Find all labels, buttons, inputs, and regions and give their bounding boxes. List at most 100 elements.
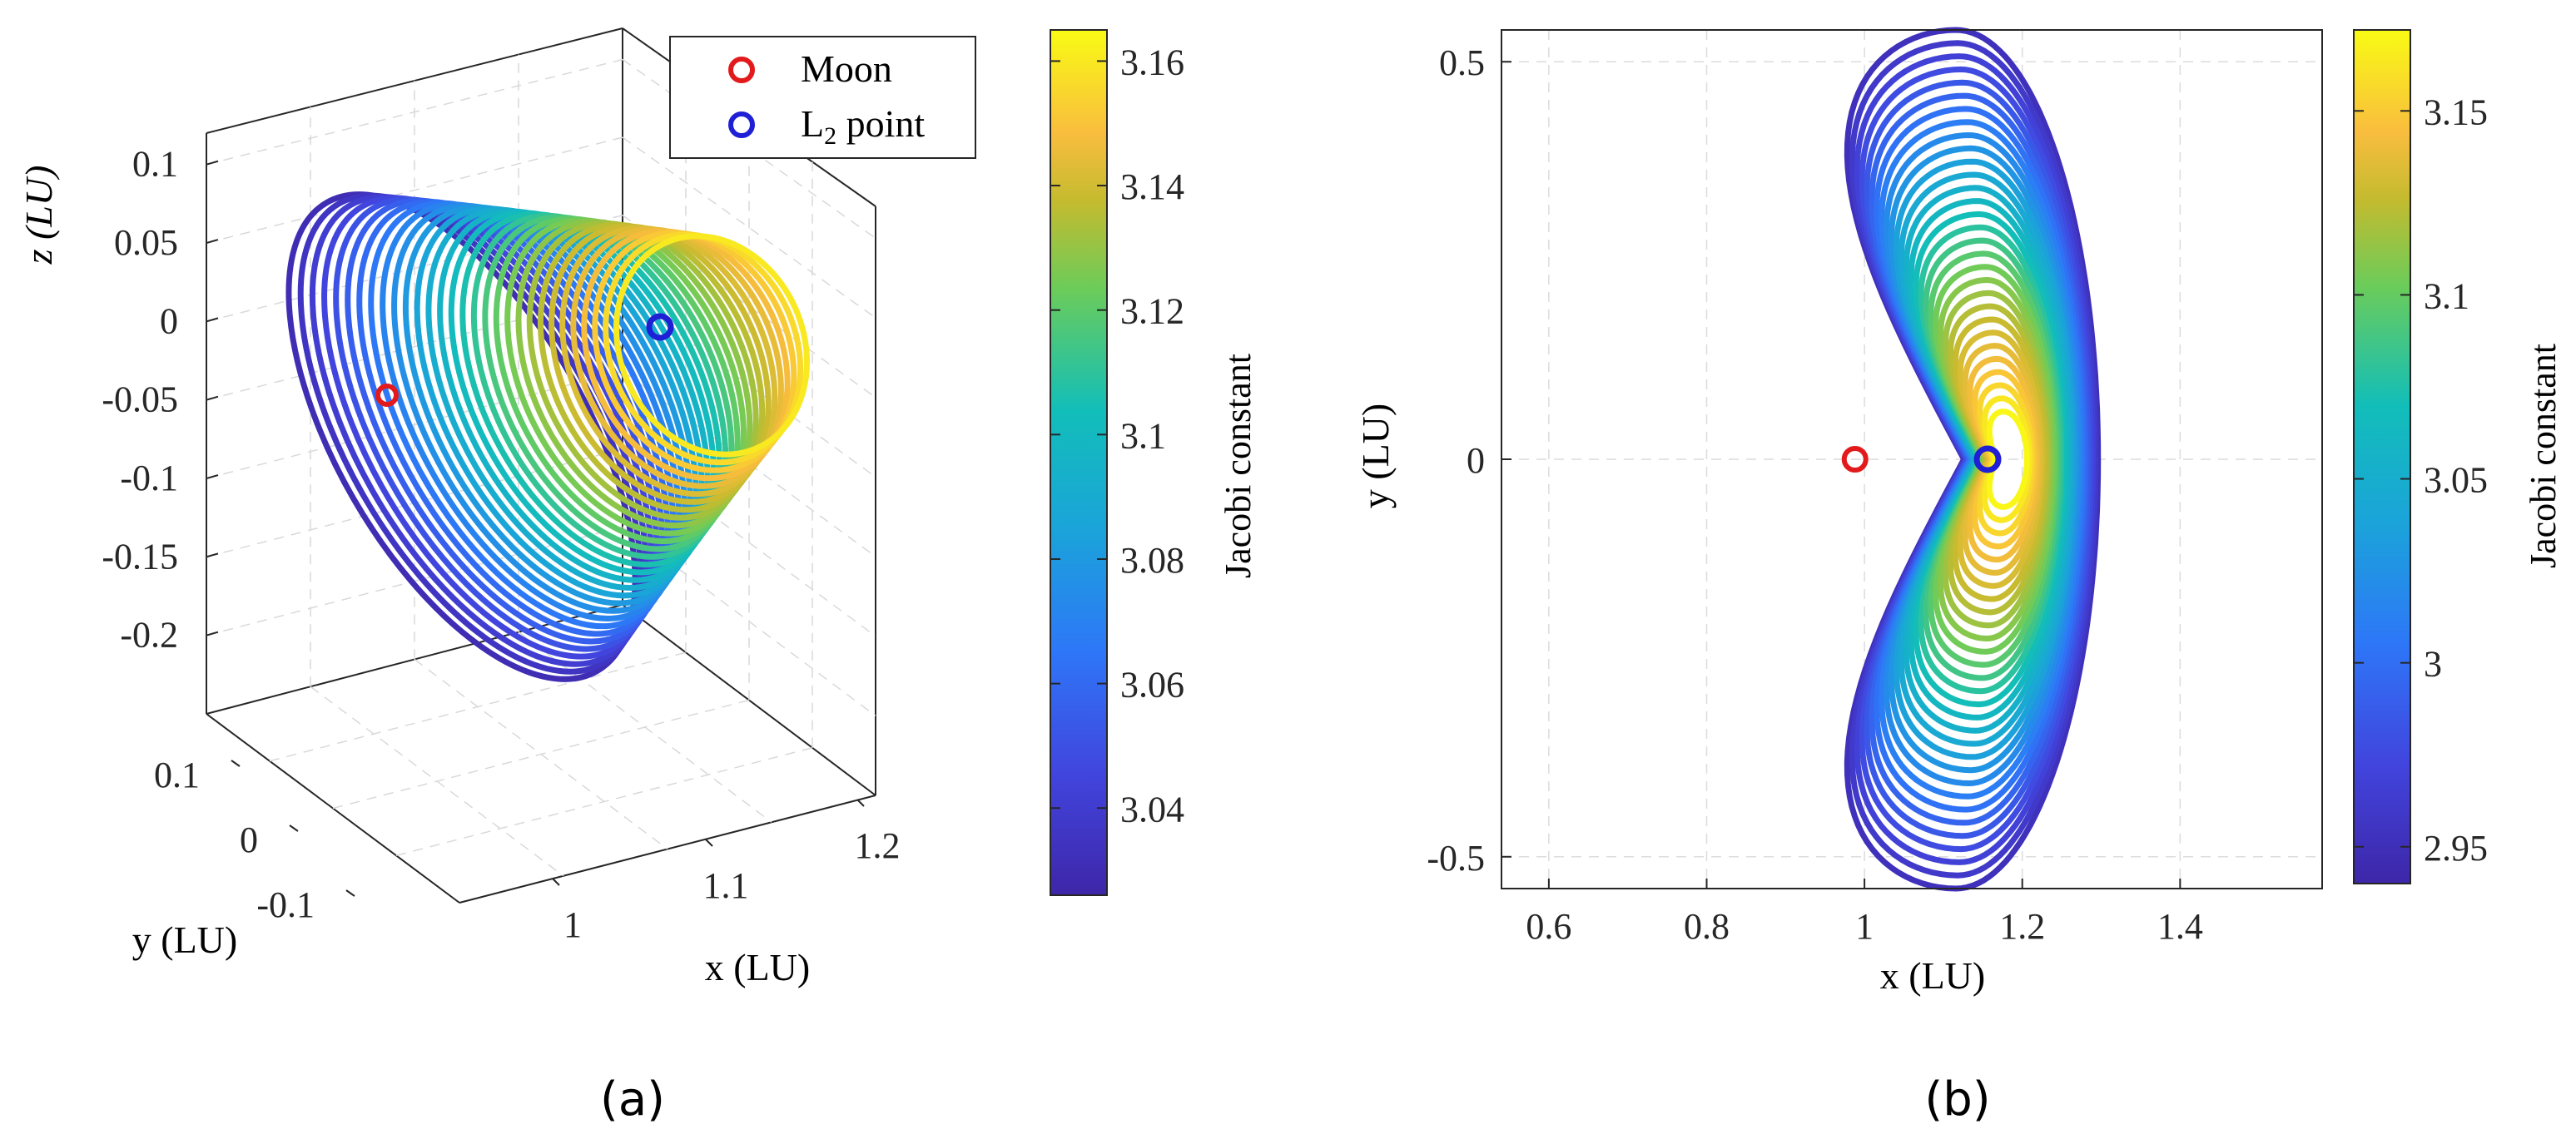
panel-a-orbit bbox=[570, 226, 784, 489]
panel-a-legend-moon-label: Moon bbox=[801, 47, 892, 90]
panel-a: 0.1 0.05 0 -0.05 -0.1 -0.15 -0.2 0.1 0 -0.1 1 1.1 1.… bbox=[17, 27, 1258, 1127]
panel-a-legend-l2-marker bbox=[728, 111, 755, 138]
panel-a-z-axis-label: z (LU) bbox=[17, 166, 60, 265]
panel-b-ticks: 0.6 0.8 1 1.2 1.4 0.5 0 -0.5 bbox=[1427, 42, 2203, 947]
panel-b-x-tick-label: 0.6 bbox=[1526, 906, 1571, 947]
panel-a-colorbar-tick-label: 3.14 bbox=[1120, 166, 1184, 207]
panel-a-l2-marker bbox=[646, 313, 674, 341]
panel-a-colorbar-label: Jacobi constant bbox=[1218, 354, 1258, 578]
panel-a-axes-box bbox=[206, 27, 876, 904]
panel-a-colorbar-gradient bbox=[1050, 29, 1108, 896]
panel-a-orbit bbox=[414, 206, 699, 599]
panel-a-colorbar-tick-label: 3.16 bbox=[1120, 42, 1184, 82]
panel-b-orbits bbox=[1844, 27, 2102, 892]
panel-a-colorbar-tick-label: 3.06 bbox=[1120, 665, 1184, 706]
panel-a-x-tick-label: 1 bbox=[563, 904, 582, 945]
panel-a-z-tick-label: 0.05 bbox=[114, 222, 178, 263]
panel-b-x-tick-label: 1.4 bbox=[2157, 906, 2203, 947]
panel-a-x-tick-label: 1.2 bbox=[855, 825, 901, 866]
panel-a-orbit bbox=[482, 214, 735, 552]
panel-a-y-tick-label: 0.1 bbox=[154, 755, 200, 795]
panel-a-colorbar-ticks: 3.16 3.14 3.12 3.1 3.08 3.06 3.04 bbox=[1050, 42, 1184, 829]
panel-a-legend-box bbox=[669, 36, 976, 159]
panel-a-orbit bbox=[437, 208, 711, 583]
panel-a-y-tick-mark bbox=[231, 760, 241, 767]
panel-b-y-tick-label: -0.5 bbox=[1427, 838, 1485, 879]
panel-a-z-tick-label: -0.1 bbox=[120, 458, 178, 498]
panel-b-colorbar-tick-label: 2.95 bbox=[2424, 828, 2488, 869]
panel-a-orbit bbox=[380, 201, 682, 621]
panel-b-x-axis-label: x (LU) bbox=[1880, 954, 1985, 997]
panel-a-z-tick-label: -0.05 bbox=[102, 379, 178, 420]
panel-a-colorbar-tick-label: 3.04 bbox=[1120, 789, 1184, 829]
panel-a-z-tick-label: 0 bbox=[160, 300, 178, 341]
panel-a-y-tick-label: 0 bbox=[240, 820, 258, 860]
panel-a-x-tick-mark bbox=[705, 839, 713, 847]
panel-a-y-tick-label: -0.1 bbox=[256, 884, 315, 925]
panel-b-colorbar-ticks: 3.15 3.1 3.05 3 2.95 bbox=[2354, 92, 2488, 869]
panel-b-x-tick-label: 1.2 bbox=[1999, 906, 2045, 947]
panel-b-colorbar-tick-label: 3.1 bbox=[2424, 275, 2469, 316]
panel-a-orbit bbox=[321, 195, 654, 660]
panel-a-y-tick-mark bbox=[289, 825, 299, 832]
panel-b-l2-marker bbox=[1973, 445, 2002, 473]
panel-a-legend-moon-marker bbox=[728, 57, 755, 83]
panel-a-x-tick-mark bbox=[552, 878, 560, 886]
panel-a-orbit bbox=[603, 231, 804, 466]
panel-a-orbit bbox=[515, 219, 753, 529]
panel-a-orbit bbox=[548, 223, 772, 505]
panel-a-orbit bbox=[559, 225, 778, 498]
panel-a-x-tick-mark bbox=[856, 799, 865, 807]
panel-a-orbit bbox=[425, 206, 705, 592]
panel-a-grid-z-left-wall bbox=[206, 136, 623, 244]
panel-a-z-tick-mark bbox=[206, 474, 219, 479]
panel-a-ticks: 0.1 0.05 0 -0.05 -0.1 -0.15 -0.2 0.1 0 -0.1 1 1.1 1.… bbox=[102, 144, 900, 945]
panel-a-x-tick-label: 1.1 bbox=[703, 865, 749, 906]
panel-a-orbit bbox=[581, 228, 791, 482]
panel-a-z-tick-mark bbox=[206, 239, 219, 245]
panel-a-orbit bbox=[402, 204, 693, 607]
panel-a-z-tick-mark bbox=[206, 552, 219, 558]
panel-a-orbit bbox=[493, 215, 741, 544]
panel-a-grid bbox=[206, 54, 876, 877]
panel-a-orbit bbox=[613, 233, 811, 458]
panel-a-y-tick-mark bbox=[345, 889, 355, 897]
panel-b-colorbar-gradient bbox=[2353, 29, 2411, 884]
panel-a-z-tick-label: 0.1 bbox=[132, 144, 178, 185]
panel-a-orbits bbox=[285, 191, 811, 682]
panel-b-colorbar-tick-label: 3 bbox=[2424, 644, 2442, 685]
panel-a-x-axis-label: x (LU) bbox=[705, 946, 810, 988]
panel-a-legend-l2-label: L2 point bbox=[801, 102, 925, 150]
panel-b-orbit bbox=[1986, 409, 2030, 510]
panel-a-moon-marker bbox=[375, 384, 399, 407]
panel-a-orbit bbox=[448, 210, 717, 576]
panel-a-orbit bbox=[470, 212, 729, 560]
panel-b-x-tick-label: 1 bbox=[1855, 906, 1874, 947]
panel-a-z-tick-mark bbox=[206, 631, 219, 636]
panel-a-z-tick-label: -0.2 bbox=[120, 615, 178, 656]
panel-a-orbit bbox=[504, 217, 747, 537]
panel-b-colorbar-tick-label: 3.15 bbox=[2424, 92, 2488, 132]
panel-a-orbit bbox=[391, 202, 688, 614]
panel-b-colorbar: 3.15 3.1 3.05 3 2.95 Jacobi constant bbox=[2353, 29, 2564, 884]
panel-b-colorbar-tick-label: 3.05 bbox=[2424, 460, 2488, 501]
panel-a-colorbar-tick-label: 3.08 bbox=[1120, 540, 1184, 581]
panel-a-orbit bbox=[537, 221, 766, 513]
panel-b-y-axis-label: y (LU) bbox=[1354, 404, 1397, 508]
panel-a-orbit bbox=[526, 220, 759, 521]
panel-a-z-tick-label: -0.15 bbox=[102, 536, 178, 577]
panel-b-x-tick-label: 0.8 bbox=[1684, 906, 1730, 947]
panel-a-z-tick-mark bbox=[206, 160, 219, 166]
panel-a-legend: Moon L2 point bbox=[669, 36, 976, 159]
panel-a-grid-floor-x bbox=[414, 658, 668, 850]
panel-b-y-tick-label: 0.5 bbox=[1439, 42, 1485, 83]
panel-a-orbit bbox=[592, 230, 797, 473]
panel-b-label: (b) bbox=[1924, 1072, 1990, 1127]
panel-b-y-tick-label: 0 bbox=[1467, 440, 1485, 481]
panel-b-colorbar-label: Jacobi constant bbox=[2523, 344, 2564, 568]
panel-b-moon-marker bbox=[1841, 446, 1869, 473]
panel-a-colorbar-tick-label: 3.12 bbox=[1120, 291, 1184, 332]
panel-a-orbit bbox=[368, 200, 677, 630]
panel-a-orbit bbox=[459, 211, 723, 568]
